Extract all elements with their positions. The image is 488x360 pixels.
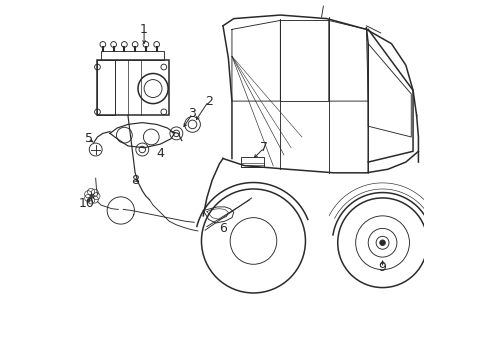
Text: 7: 7	[260, 141, 268, 154]
Text: 2: 2	[204, 95, 212, 108]
Bar	[97, 60, 169, 116]
Bar	[97, 60, 115, 116]
Text: 3: 3	[188, 107, 196, 120]
Bar	[241, 157, 264, 167]
Text: 4: 4	[156, 147, 164, 159]
Text: 5: 5	[84, 132, 92, 145]
Bar	[101, 51, 163, 60]
Text: 1: 1	[140, 23, 148, 36]
Text: 10: 10	[79, 197, 95, 210]
Text: 9: 9	[378, 261, 386, 274]
Text: 6: 6	[219, 222, 226, 235]
Text: 8: 8	[131, 174, 139, 186]
Circle shape	[379, 240, 385, 246]
